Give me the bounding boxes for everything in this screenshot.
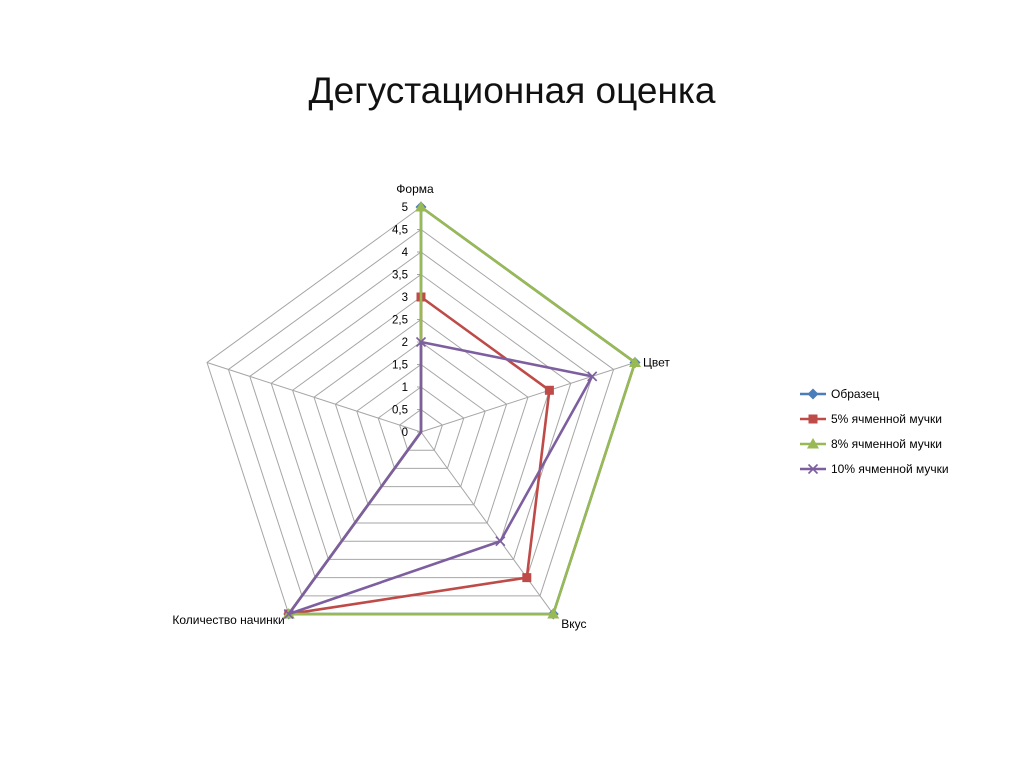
grid-ring (249, 251, 593, 579)
series-line (287, 205, 637, 616)
series-line (287, 340, 594, 616)
axis-label: Количество начинки (172, 613, 284, 627)
data-point (587, 371, 598, 382)
grid-spoke (206, 361, 422, 433)
tick-label: 3,5 (392, 270, 408, 282)
data-point (522, 573, 532, 583)
legend: Образец 5% ячменной мучки 8% ячменной мучк… (800, 387, 949, 476)
legend-label: 10% ячменной мучки (831, 462, 949, 476)
radial-tick-labels: 0 0,5 1 1,5 2 2,5 3 3,5 4 4,5 5 (392, 202, 409, 439)
axis-label: Форма (396, 182, 434, 196)
tick-label: 1,5 (392, 360, 408, 372)
axis-label: Вкус (561, 617, 586, 631)
data-point (495, 536, 506, 547)
grid-ring (377, 386, 465, 469)
tick-label: 4 (402, 247, 409, 259)
legend-label: 8% ячменной мучки (831, 437, 942, 451)
series-3 (282, 201, 641, 619)
data-point (415, 201, 427, 212)
grid-ring (313, 318, 529, 524)
legend-label: 5% ячменной мучки (831, 412, 942, 426)
legend-marker (807, 388, 819, 400)
data-point (628, 356, 641, 367)
legend-item: 8% ячменной мучки (800, 437, 942, 451)
legend-marker (807, 438, 819, 449)
grid-ring (356, 363, 486, 488)
legend-item: 5% ячменной мучки (800, 412, 942, 426)
tick-label: 1 (402, 382, 408, 394)
tick-label: 5 (402, 202, 408, 214)
data-point (283, 608, 294, 620)
tick-label: 4,5 (392, 225, 408, 237)
series-line (287, 205, 637, 616)
data-point (415, 336, 427, 348)
legend-marker (807, 463, 819, 475)
tick-label: 0 (402, 427, 408, 439)
series-4 (283, 336, 598, 620)
legend-marker (808, 414, 818, 424)
slide-title: Дегустационная оценка (308, 70, 716, 111)
tick-label: 2 (402, 337, 408, 349)
axis-label: Цвет (643, 355, 670, 369)
grid-ring (399, 408, 443, 451)
axis-labels: Форма Цвет Вкус Количество начинки (172, 182, 670, 631)
series-1 (283, 201, 641, 620)
tick-label: 0,5 (392, 405, 408, 417)
grid-ring (227, 228, 615, 597)
legend-item: 10% ячменной мучки (800, 462, 949, 476)
data-point (547, 608, 560, 619)
data-point (544, 385, 554, 395)
grid-spoke (420, 361, 636, 433)
tick-label: 2,5 (392, 315, 408, 327)
grid-ring (334, 341, 508, 506)
legend-item: Образец (800, 387, 879, 401)
grid-spoke (420, 431, 554, 615)
series-lines (282, 201, 641, 620)
legend-label: Образец (831, 387, 879, 401)
tick-label: 3 (402, 292, 408, 304)
grid-ring (270, 273, 572, 560)
